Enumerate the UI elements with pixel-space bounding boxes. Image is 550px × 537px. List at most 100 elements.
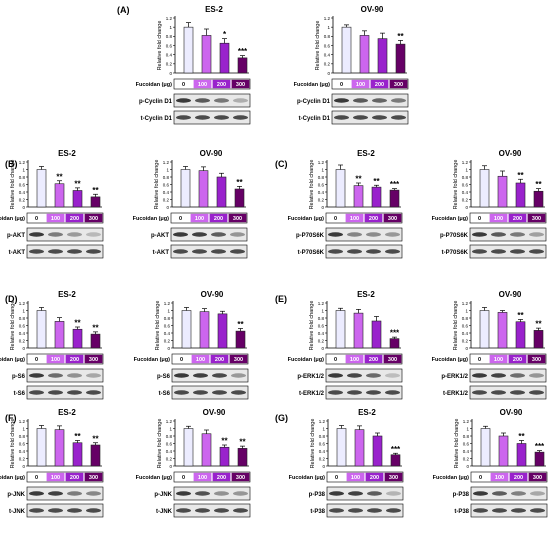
dose-value: 100 bbox=[198, 475, 207, 481]
y-tick-label: 0.8 bbox=[163, 175, 170, 180]
dose-row-label: Fucoidan (μg) bbox=[432, 216, 469, 222]
dose-value: 300 bbox=[533, 475, 542, 481]
dose-value: 200 bbox=[70, 357, 79, 363]
blot-band bbox=[48, 373, 63, 377]
bar bbox=[534, 191, 543, 207]
blot-band bbox=[212, 373, 227, 377]
bar bbox=[220, 43, 229, 73]
blot-band bbox=[231, 390, 246, 394]
y-tick-label: 0.6 bbox=[164, 323, 171, 328]
blot-band bbox=[195, 508, 210, 512]
chart-title: ES-2 bbox=[58, 149, 76, 158]
significance-mark: ** bbox=[92, 186, 99, 195]
dose-value: 0 bbox=[182, 475, 185, 481]
dose-value: 300 bbox=[234, 357, 243, 363]
y-tick-label: 0.6 bbox=[163, 182, 170, 187]
blot-label: t-AKT bbox=[153, 250, 170, 256]
y-tick-label: 0.6 bbox=[324, 43, 331, 48]
chart-title: ES-2 bbox=[58, 408, 76, 417]
dose-value: 0 bbox=[478, 216, 481, 222]
y-tick-label: 0.2 bbox=[318, 338, 325, 343]
bar bbox=[391, 455, 400, 466]
dose-value: 200 bbox=[369, 357, 378, 363]
blot-band bbox=[329, 508, 344, 512]
y-tick-label: 0.2 bbox=[463, 456, 470, 461]
blot-band bbox=[328, 232, 343, 236]
y-tick-label: 0.2 bbox=[19, 197, 26, 202]
y-tick-label: 0.8 bbox=[319, 434, 326, 439]
bar bbox=[517, 444, 526, 467]
bar bbox=[480, 170, 489, 208]
dose-value: 300 bbox=[532, 357, 541, 363]
blot-band bbox=[328, 373, 343, 377]
blot-band bbox=[214, 508, 229, 512]
bar bbox=[336, 170, 345, 208]
blot-band bbox=[214, 115, 229, 119]
significance-mark: ** bbox=[517, 311, 524, 320]
y-tick-label: 0 bbox=[322, 464, 325, 469]
y-tick-label: 1 bbox=[322, 426, 325, 431]
bar bbox=[342, 27, 351, 73]
y-tick-label: 1 bbox=[22, 426, 25, 431]
blot-band bbox=[491, 249, 506, 253]
blot-label: t-Cyclin D1 bbox=[141, 116, 173, 122]
y-tick-label: 0.4 bbox=[463, 449, 470, 454]
blot-band bbox=[372, 115, 387, 119]
significance-mark: ** bbox=[239, 438, 246, 447]
bar bbox=[200, 312, 209, 348]
bar bbox=[91, 445, 100, 466]
y-tick-label: 1 bbox=[22, 167, 25, 172]
dose-value: 0 bbox=[478, 357, 481, 363]
blot-label: t-JNK bbox=[156, 509, 173, 515]
y-tick-label: 1.2 bbox=[19, 419, 26, 424]
dose-row-label: Fucoidan (μg) bbox=[0, 475, 25, 481]
y-tick-label: 0.6 bbox=[318, 323, 325, 328]
dose-row-label: Fucoidan (μg) bbox=[136, 475, 173, 481]
bar bbox=[91, 197, 100, 207]
bar bbox=[37, 170, 46, 208]
y-axis-label: Relative fold change bbox=[10, 419, 16, 469]
dose-value: 200 bbox=[369, 216, 378, 222]
y-tick-label: 0.8 bbox=[19, 434, 26, 439]
significance-mark: ** bbox=[535, 320, 542, 329]
y-tick-label: 0.8 bbox=[462, 316, 469, 321]
bar bbox=[199, 171, 208, 207]
bar bbox=[535, 452, 544, 466]
y-axis-label: Relative fold change bbox=[453, 301, 459, 351]
y-tick-label: 1.2 bbox=[324, 16, 331, 21]
y-tick-label: 0.4 bbox=[318, 331, 325, 336]
blot-label: t-ERK1/2 bbox=[443, 391, 469, 397]
y-tick-label: 1.2 bbox=[19, 301, 26, 306]
dose-value: 300 bbox=[89, 475, 98, 481]
significance-mark: *** bbox=[238, 47, 248, 56]
bar bbox=[360, 35, 369, 73]
y-tick-label: 0.4 bbox=[318, 190, 325, 195]
blot-band bbox=[211, 232, 226, 236]
blot-band bbox=[366, 373, 381, 377]
blot-band bbox=[334, 98, 349, 102]
blot-band bbox=[212, 390, 227, 394]
blot-band bbox=[510, 249, 525, 253]
y-tick-label: 0.2 bbox=[462, 197, 469, 202]
blot-band bbox=[214, 98, 229, 102]
chart-title: ES-2 bbox=[205, 5, 223, 14]
bar bbox=[480, 311, 489, 349]
y-tick-label: 0.2 bbox=[163, 197, 170, 202]
bar bbox=[202, 35, 211, 73]
dose-row-label: Fucoidan (μg) bbox=[0, 357, 25, 363]
blot-band bbox=[334, 115, 349, 119]
chart-title: OV-90 bbox=[200, 149, 223, 158]
blot-band bbox=[86, 373, 101, 377]
dose-value: 0 bbox=[334, 357, 337, 363]
y-tick-label: 0.4 bbox=[462, 190, 469, 195]
y-axis-label: Relative fold change bbox=[157, 21, 163, 71]
blot-band bbox=[86, 508, 101, 512]
chart-title: ES-2 bbox=[357, 149, 375, 158]
y-axis-label: Relative fold change bbox=[454, 419, 460, 469]
significance-mark: * bbox=[223, 30, 227, 39]
bar bbox=[378, 39, 387, 73]
dose-value: 100 bbox=[51, 357, 60, 363]
blot-label: p-Cyclin D1 bbox=[139, 99, 173, 105]
y-tick-label: 0.4 bbox=[319, 449, 326, 454]
dose-value: 100 bbox=[196, 357, 205, 363]
